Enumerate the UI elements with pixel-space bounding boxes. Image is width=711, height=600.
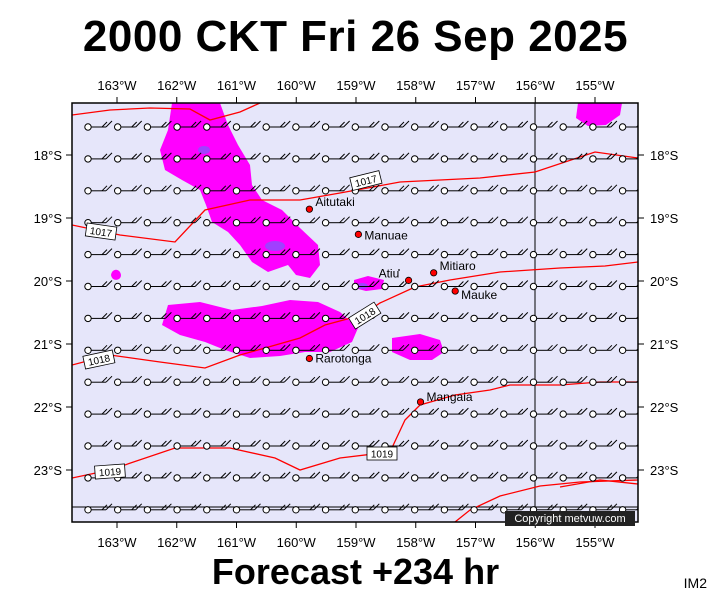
place-dot	[305, 205, 313, 213]
lat-label: 20°S	[34, 274, 63, 289]
lon-label: 160°W	[277, 78, 317, 93]
isobar-1020b	[559, 479, 638, 488]
place-name: Mangaia	[427, 390, 473, 404]
isobar-top	[72, 103, 261, 121]
svg-text:1017: 1017	[89, 226, 113, 240]
lon-label: 160°W	[277, 535, 317, 550]
place-name: Mitiaro	[440, 259, 476, 273]
place-dot	[451, 287, 459, 295]
place-dot	[416, 398, 425, 406]
place-dot	[305, 354, 313, 363]
place-dot	[354, 230, 362, 238]
svg-text:1019: 1019	[99, 467, 122, 480]
place-mauke: Mauke	[451, 287, 498, 302]
lon-label: 162°W	[157, 535, 197, 550]
place-name: Manuae	[364, 228, 408, 242]
lat-label: 23°S	[34, 463, 63, 478]
place-manuae: Manuae	[354, 228, 408, 242]
lon-label: 163°W	[97, 535, 137, 550]
rain-area-small	[111, 269, 121, 280]
isobar-label: 1019	[366, 446, 398, 461]
lat-label: 22°S	[34, 400, 63, 415]
lat-label: 23°S	[650, 463, 679, 478]
svg-text:Copyright metvuw.com: Copyright metvuw.com	[514, 513, 625, 525]
map-title: 2000 CKT Fri 26 Sep 2025	[82, 12, 629, 61]
lon-label: 156°W	[516, 535, 556, 550]
place-name: Atiu	[379, 266, 400, 280]
forecast-label: Forecast +234 hr	[211, 551, 500, 592]
place-atiu: Atiu	[379, 266, 413, 284]
isobar-1017	[72, 151, 638, 243]
place-rarotonga: Rarotonga	[305, 351, 372, 365]
map-frame	[71, 102, 639, 523]
lon-label: 155°W	[575, 535, 615, 550]
lon-label: 158°W	[396, 535, 436, 550]
lon-label: 163°W	[97, 78, 137, 93]
lat-label: 19°S	[650, 211, 679, 226]
place-aitutaki: Aitutaki	[305, 195, 355, 213]
lat-label: 20°S	[650, 274, 679, 289]
place-mangaia: Mangaia	[416, 390, 473, 406]
place-mitiaro: Mitiaro	[430, 259, 476, 277]
isobar-label: 1017	[84, 222, 118, 241]
isobar-label: 1017	[349, 170, 383, 191]
rain-area-northeast	[576, 103, 622, 126]
lat-label: 18°S	[650, 148, 679, 163]
lon-label: 161°W	[217, 535, 257, 550]
rain-area-east	[392, 334, 444, 360]
copyright-box: Copyright metvuw.com	[505, 511, 635, 526]
svg-text:1019: 1019	[371, 450, 394, 461]
lon-label: 162°W	[157, 78, 197, 93]
place-dot	[430, 269, 438, 277]
svg-text:1018: 1018	[87, 353, 111, 368]
lon-label: 158°W	[396, 78, 436, 93]
lon-label: 157°W	[456, 535, 496, 550]
lon-label: 159°W	[336, 535, 376, 550]
lon-label: 156°W	[516, 78, 556, 93]
place-name: Mauke	[461, 288, 497, 302]
place-name: Rarotonga	[315, 351, 371, 365]
rain-area-central	[162, 300, 358, 358]
lat-label: 22°S	[650, 400, 679, 415]
lon-label: 161°W	[217, 78, 257, 93]
lon-label: 155°W	[575, 78, 615, 93]
isobar-label: 1018	[82, 349, 116, 370]
map-axes: 163°W 163°W 162°W 162°W 161°W 161°W 160°W 160°W…	[34, 78, 679, 550]
atiu-marker	[398, 269, 400, 271]
model-label: IM2	[683, 575, 707, 591]
isobar-1018	[72, 261, 638, 369]
lon-label: 157°W	[456, 78, 496, 93]
lat-label: 18°S	[34, 148, 63, 163]
lat-label: 21°S	[650, 337, 679, 352]
lat-label: 21°S	[34, 337, 63, 352]
place-name: Aitutaki	[315, 195, 354, 209]
isobar-label: 1019	[94, 463, 126, 480]
places: Aitutaki Manuae Atiu Mitiaro Mauke Rarotonga M…	[305, 195, 498, 406]
svg-text:1017: 1017	[354, 174, 379, 190]
lon-label: 159°W	[336, 78, 376, 93]
lat-label: 19°S	[34, 211, 63, 226]
place-dot	[404, 276, 413, 284]
